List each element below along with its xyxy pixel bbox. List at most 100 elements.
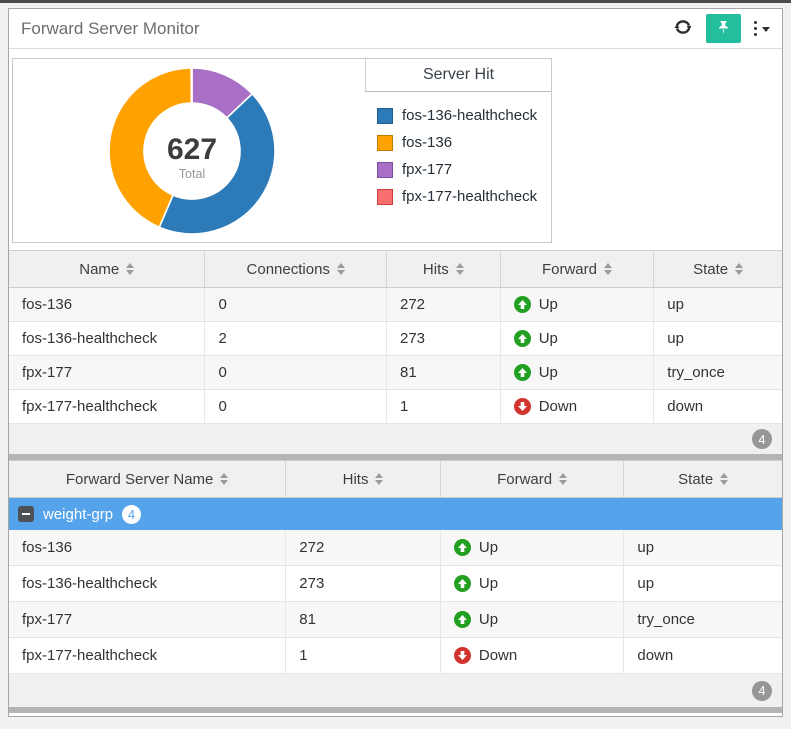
cell-name: fos-136 xyxy=(9,530,287,565)
table-row[interactable]: fpx-177-healthcheck 1 Down down xyxy=(9,638,782,674)
cell-state: up xyxy=(637,575,655,592)
cell-forward: Up xyxy=(441,566,625,601)
cell-forward: Up xyxy=(441,602,625,637)
arrow-circle-up-icon xyxy=(453,539,471,556)
cell-forward: Up xyxy=(501,356,655,389)
cell-name: fpx-177 xyxy=(9,602,287,637)
arrow-circle-up-icon xyxy=(513,364,531,381)
legend-swatch xyxy=(377,161,393,178)
cell-forward: Down xyxy=(441,638,625,673)
group-label: weight-grp xyxy=(43,505,114,523)
cell-hits: 1 xyxy=(387,390,501,423)
donut-chart: 627 Total xyxy=(108,67,276,235)
cell-forward: Up xyxy=(501,288,655,321)
cell-hits: 1 xyxy=(286,638,441,673)
refresh-button[interactable] xyxy=(673,17,693,40)
widget-toolbar xyxy=(673,14,770,43)
column-label: Hits xyxy=(342,470,369,488)
column-label: Forward xyxy=(497,470,553,488)
kebab-menu-icon xyxy=(753,20,757,37)
chart-area: 627 Total Server Hit fos-136-healthcheck… xyxy=(9,49,782,250)
table-footer: 4 xyxy=(9,674,782,707)
widget-title: Forward Server Monitor xyxy=(21,18,200,38)
widget-menu-button[interactable] xyxy=(753,20,770,37)
cell-connections: 2 xyxy=(205,322,387,355)
forward-server-group-table: Forward Server Name Hits Forward State w… xyxy=(9,460,782,713)
legend-swatch xyxy=(377,134,393,151)
cell-forward: Up xyxy=(501,322,655,355)
horizontal-scrollbar[interactable] xyxy=(9,707,782,713)
chart-legend: Server Hit fos-136-healthcheck fos-136 f… xyxy=(365,59,551,242)
cell-state: up xyxy=(667,296,684,313)
cell-name: fpx-177-healthcheck xyxy=(9,638,287,673)
sort-icon xyxy=(720,473,729,485)
sort-icon xyxy=(455,263,464,275)
top-edge-strip xyxy=(0,0,791,3)
cell-hits: 272 xyxy=(387,288,501,321)
group-row-weight-grp[interactable]: weight-grp 4 xyxy=(9,498,782,530)
cell-state: down xyxy=(667,398,704,415)
table-row[interactable]: fos-136 0 272 Up up xyxy=(9,288,782,322)
horizontal-scrollbar[interactable] xyxy=(9,454,782,460)
column-header-hits[interactable]: Hits xyxy=(286,461,441,497)
cell-name: fos-136 xyxy=(9,288,206,321)
forward-label: Up xyxy=(478,575,499,592)
legend-label: fpx-177 xyxy=(402,161,453,178)
cell-forward: Up xyxy=(441,530,625,565)
column-label: Hits xyxy=(422,260,449,278)
forward-label: Up xyxy=(538,364,558,381)
row-count-badge: 4 xyxy=(752,429,772,449)
legend-item[interactable]: fos-136-healthcheck xyxy=(377,102,551,129)
column-header-name[interactable]: Name xyxy=(9,251,206,287)
column-label: Forward Server Name xyxy=(65,470,214,488)
table-row[interactable]: fos-136-healthcheck 2 273 Up up xyxy=(9,322,782,356)
chevron-down-icon xyxy=(762,27,770,32)
cell-hits: 81 xyxy=(387,356,501,389)
server-hit-chart-panel: 627 Total Server Hit fos-136-healthcheck… xyxy=(12,58,552,243)
legend-swatch xyxy=(377,107,393,124)
legend-label: fpx-177-healthcheck xyxy=(402,188,538,205)
column-label: State xyxy=(693,260,729,278)
row-count-badge: 4 xyxy=(752,680,772,701)
column-label: Forward xyxy=(541,260,597,278)
column-header-forward-server-name[interactable]: Forward Server Name xyxy=(9,461,287,497)
forward-server-monitor-widget: Forward Server Monitor xyxy=(8,8,783,717)
cell-state: up xyxy=(667,330,684,347)
column-header-state[interactable]: State xyxy=(624,461,782,497)
pin-widget-button[interactable] xyxy=(705,14,741,43)
pushpin-icon xyxy=(716,20,731,38)
arrow-circle-up-icon xyxy=(513,330,531,347)
sort-icon xyxy=(559,473,568,485)
table-row[interactable]: fos-136-healthcheck 273 Up up xyxy=(9,566,782,602)
table-row[interactable]: fpx-177 81 Up try_once xyxy=(9,602,782,638)
column-header-state[interactable]: State xyxy=(654,251,782,287)
table-row[interactable]: fpx-177-healthcheck 0 1 Down down xyxy=(9,390,782,424)
donut-segment-fos-136-healthcheck[interactable] xyxy=(158,92,276,235)
cell-name: fos-136-healthcheck xyxy=(9,566,287,601)
sort-icon xyxy=(220,473,229,485)
donut-segment-fpx-177-healthcheck[interactable] xyxy=(190,67,193,104)
sort-icon xyxy=(336,263,345,275)
forward-servers-table: Name Connections Hits Forward State fos-… xyxy=(9,250,782,460)
legend-item[interactable]: fpx-177-healthcheck xyxy=(377,183,551,210)
cell-hits: 81 xyxy=(286,602,441,637)
column-header-forward[interactable]: Forward xyxy=(501,251,655,287)
table-row[interactable]: fos-136 272 Up up xyxy=(9,530,782,566)
cell-connections: 0 xyxy=(205,288,387,321)
column-header-forward[interactable]: Forward xyxy=(441,461,625,497)
cell-name: fpx-177-healthcheck xyxy=(9,390,206,423)
cell-name: fpx-177 xyxy=(9,356,206,389)
cell-connections: 0 xyxy=(205,356,387,389)
donut-segment-fos-136[interactable] xyxy=(108,67,193,229)
sort-icon xyxy=(375,473,384,485)
legend-label: fos-136 xyxy=(402,134,453,151)
table-row[interactable]: fpx-177 0 81 Up try_once xyxy=(9,356,782,390)
column-header-hits[interactable]: Hits xyxy=(387,251,501,287)
legend-item[interactable]: fos-136 xyxy=(377,129,551,156)
column-label: Name xyxy=(79,260,120,278)
collapse-group-icon[interactable] xyxy=(18,506,34,522)
legend-item[interactable]: fpx-177 xyxy=(377,156,551,183)
arrow-circle-up-icon xyxy=(453,611,471,628)
forward-label: Up xyxy=(538,296,558,313)
column-header-connections[interactable]: Connections xyxy=(205,251,387,287)
